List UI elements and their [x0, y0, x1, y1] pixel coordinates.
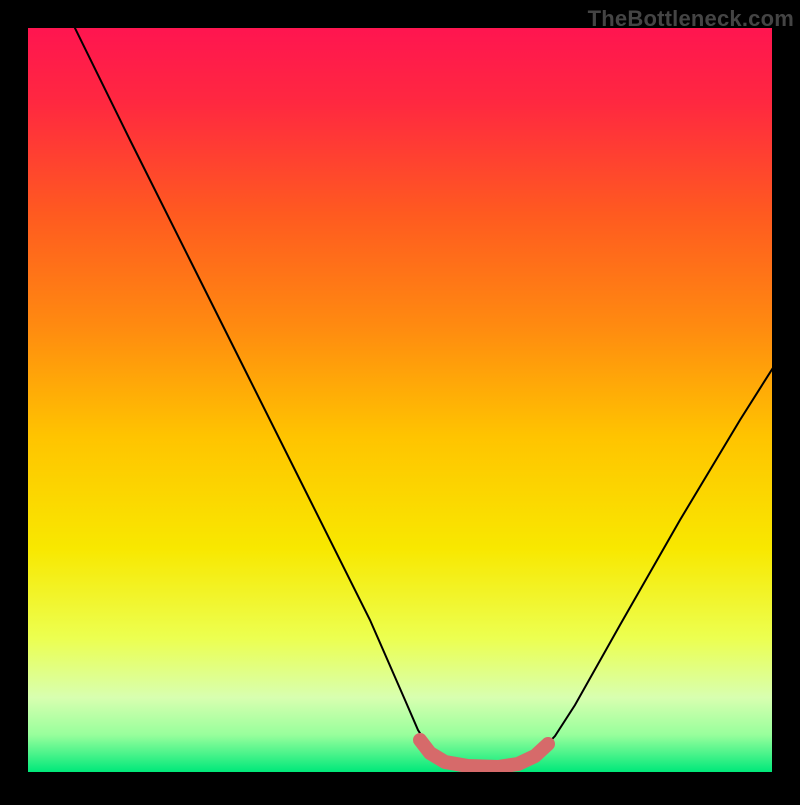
- gradient-background: [28, 28, 772, 772]
- chart-svg: [0, 0, 800, 800]
- bottleneck-chart: [0, 0, 800, 805]
- watermark-text: TheBottleneck.com: [588, 6, 794, 32]
